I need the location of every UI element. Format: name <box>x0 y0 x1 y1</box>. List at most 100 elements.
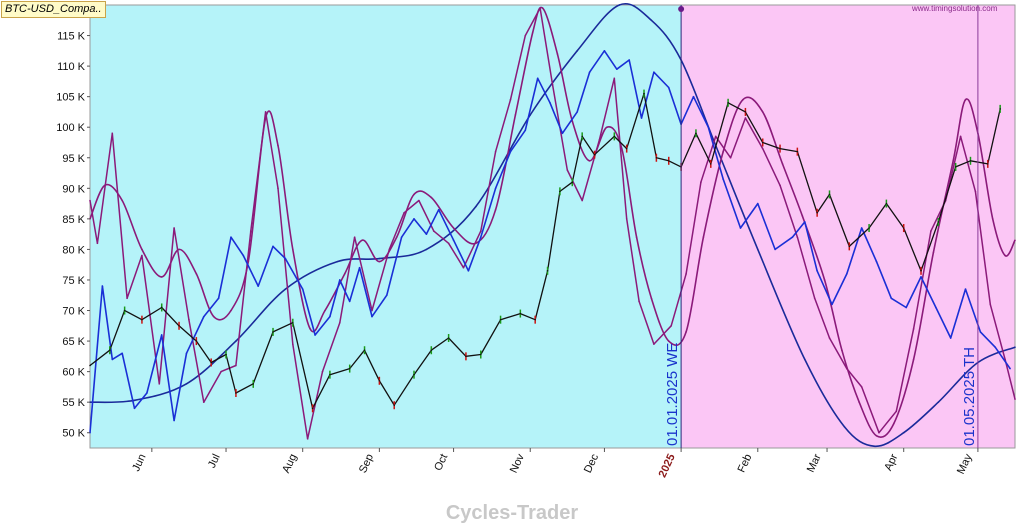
future-region <box>681 5 1015 448</box>
cycle-blue-point <box>301 288 304 290</box>
y-tick-label: 100 K <box>56 122 85 134</box>
x-tick-label: Sep <box>357 452 376 475</box>
cycle-blue-point <box>774 248 776 251</box>
cycle-purple-fast-point <box>744 117 747 119</box>
price-point <box>393 404 396 407</box>
cycle-blue-line <box>89 50 1011 433</box>
cycle-purple-fast-point <box>509 98 512 101</box>
cycle-purple-smooth-point <box>195 273 198 275</box>
cycle-purple-fast-point <box>158 383 161 385</box>
cycle-blue-point <box>561 132 564 135</box>
cycle-blue-point <box>588 71 591 74</box>
price-point <box>235 392 237 394</box>
cycle-purple-fast-point <box>959 135 962 138</box>
cycle-blue-point <box>400 236 403 238</box>
cycle-purple-fast-point <box>277 187 279 190</box>
cycle-blue-point <box>890 297 893 300</box>
cycle-blue-point <box>272 245 274 248</box>
cycle-purple-fast-point <box>846 367 848 370</box>
cycle-purple-smooth-point <box>685 331 687 333</box>
cycle-purple-fast-point <box>202 401 205 403</box>
cycle-purple-smooth-point <box>667 340 670 342</box>
cycle-purple-fast-point <box>989 303 992 306</box>
y-tick-label: 115 K <box>57 31 86 43</box>
cycle-purple-fast-point <box>321 370 324 373</box>
price-point <box>210 361 212 364</box>
cycle-purple-fast-point <box>462 266 465 269</box>
long-cycle-point <box>902 431 905 434</box>
y-tick-label: 85 K <box>62 214 85 226</box>
y-tick-label: 75 K <box>62 275 85 287</box>
price-point <box>761 141 764 144</box>
price-point <box>123 309 126 312</box>
cycle-blue-point <box>338 279 341 281</box>
cycle-blue-point <box>603 50 606 52</box>
cycle-blue-point <box>994 346 997 348</box>
price-point <box>581 135 583 138</box>
y-tick-label: 90 K <box>62 183 85 195</box>
cycle-purple-smooth-point <box>893 422 895 425</box>
cycle-purple-fast-point <box>173 227 175 229</box>
cycle-purple-fast-point <box>338 321 341 324</box>
price-point <box>816 211 818 214</box>
cycle-blue-point <box>358 266 361 269</box>
cycle-purple-fast-point <box>653 343 655 345</box>
price-point <box>272 331 274 333</box>
long-cycle-point <box>873 445 875 447</box>
cycle-purple-smooth-point <box>841 349 843 352</box>
vline-label: 01.01.2025 WE <box>664 343 681 446</box>
cycle-purple-fast-point <box>581 199 583 202</box>
vline-label: 01.05.2025 TH <box>961 347 978 446</box>
cycle-purple-fast-point <box>306 438 309 440</box>
long-cycle-point <box>576 50 579 52</box>
price-point <box>848 245 851 248</box>
long-cycle-point <box>185 383 188 385</box>
cycle-purple-fast-line <box>89 7 1016 440</box>
plot-frame <box>89 4 1016 449</box>
cycle-purple-smooth-point <box>875 434 878 437</box>
cycle-blue-point <box>1009 367 1011 370</box>
y-tick-label: 110 K <box>57 61 86 73</box>
long-cycle-point <box>378 257 381 260</box>
cycle-purple-fast-point <box>912 328 915 330</box>
cycle-blue-point <box>979 331 982 333</box>
cycle-purple-smooth-point <box>620 147 623 150</box>
price-point <box>141 318 143 321</box>
cycle-purple-fast-point <box>89 199 91 202</box>
cycle-purple-fast-point <box>418 199 420 202</box>
cycle-purple-smooth-point <box>141 248 143 251</box>
vline-marker-dot <box>678 6 685 12</box>
cycle-blue-point <box>616 68 618 70</box>
y-axis: 50 K 55 K 60 K 65 K 70 K 75 K 80 K 85 K 90 K 95 K… <box>56 0 90 440</box>
price-point <box>667 160 670 162</box>
x-tick-label: May <box>955 452 975 476</box>
price-point <box>954 166 957 168</box>
cycle-blue-point <box>667 86 670 89</box>
cycle-purple-smooth-point <box>1004 254 1006 257</box>
price-point <box>796 150 799 153</box>
cycle-purple-fast-point <box>524 34 527 37</box>
cycle-purple-smooth-point <box>991 218 994 220</box>
past-region <box>90 5 682 448</box>
cycle-purple-fast-point <box>729 156 732 159</box>
x-tick-label: Jun <box>130 452 148 473</box>
cycle-purple-smooth-point <box>324 309 326 312</box>
cycle-purple-fast-point <box>539 7 541 9</box>
cycle-purple-smooth-point <box>761 111 764 113</box>
cycle-blue-point <box>185 352 188 355</box>
symbol-label[interactable]: BTC-USD_Compa.. <box>1 1 106 18</box>
cycle-purple-smooth-point <box>277 144 279 147</box>
cycle-purple-smooth-point <box>413 193 415 196</box>
cycle-blue-point <box>202 315 205 318</box>
price-point <box>413 373 415 376</box>
price-point <box>695 132 697 135</box>
cycle-purple-fast-point <box>598 138 601 141</box>
cycle-purple-smooth-point <box>606 126 608 129</box>
cycle-purple-smooth-point <box>531 31 534 34</box>
cycle-purple-fast-point <box>685 273 687 275</box>
cycle-blue-point <box>628 59 630 61</box>
price-point <box>593 153 596 156</box>
long-cycle-point <box>133 399 136 402</box>
cycle-blue-point <box>722 178 724 180</box>
cycle-blue-point <box>348 300 351 303</box>
